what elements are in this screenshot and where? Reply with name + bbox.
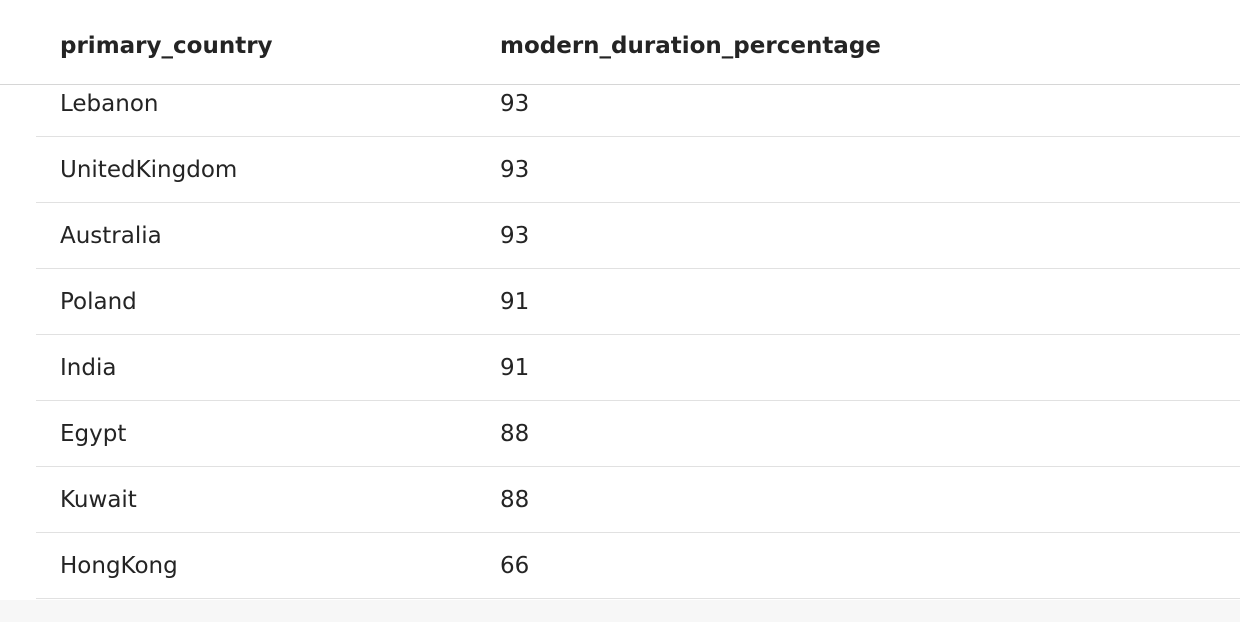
table-row[interactable]: Kuwait 88 [36,467,1240,533]
table-footer-area [0,600,1240,622]
cell-modern-duration-percentage: 91 [500,355,530,381]
cell-modern-duration-percentage: 93 [500,223,530,249]
cell-modern-duration-percentage: 91 [500,289,530,315]
cell-modern-duration-percentage: 93 [500,91,530,117]
table-row[interactable]: Australia 93 [36,203,1240,269]
column-header-modern-duration-percentage[interactable]: modern_duration_percentage [500,33,881,59]
table-row[interactable]: Lebanon 93 [36,71,1240,137]
table-row[interactable]: Poland 91 [36,269,1240,335]
cell-primary-country: Egypt [60,421,127,447]
table-header: primary_country modern_duration_percenta… [0,0,1240,85]
table-row[interactable]: UnitedKingdom 93 [36,137,1240,203]
cell-primary-country: Lebanon [60,91,159,117]
cell-modern-duration-percentage: 93 [500,157,530,183]
table-row[interactable]: Egypt 88 [36,401,1240,467]
cell-primary-country: Australia [60,223,162,249]
cell-modern-duration-percentage: 88 [500,487,530,513]
cell-primary-country: UnitedKingdom [60,157,238,183]
table-row[interactable]: HongKong 66 [36,533,1240,599]
cell-primary-country: HongKong [60,553,178,579]
table-row[interactable]: India 91 [36,335,1240,401]
cell-modern-duration-percentage: 66 [500,553,530,579]
results-table[interactable]: Lebanon 93 UnitedKingdom 93 Australia 93… [0,0,1240,600]
cell-modern-duration-percentage: 88 [500,421,530,447]
column-header-primary-country[interactable]: primary_country [60,33,273,59]
cell-primary-country: Poland [60,289,137,315]
cell-primary-country: India [60,355,117,381]
table-body[interactable]: Lebanon 93 UnitedKingdom 93 Australia 93… [0,0,1240,600]
cell-primary-country: Kuwait [60,487,137,513]
